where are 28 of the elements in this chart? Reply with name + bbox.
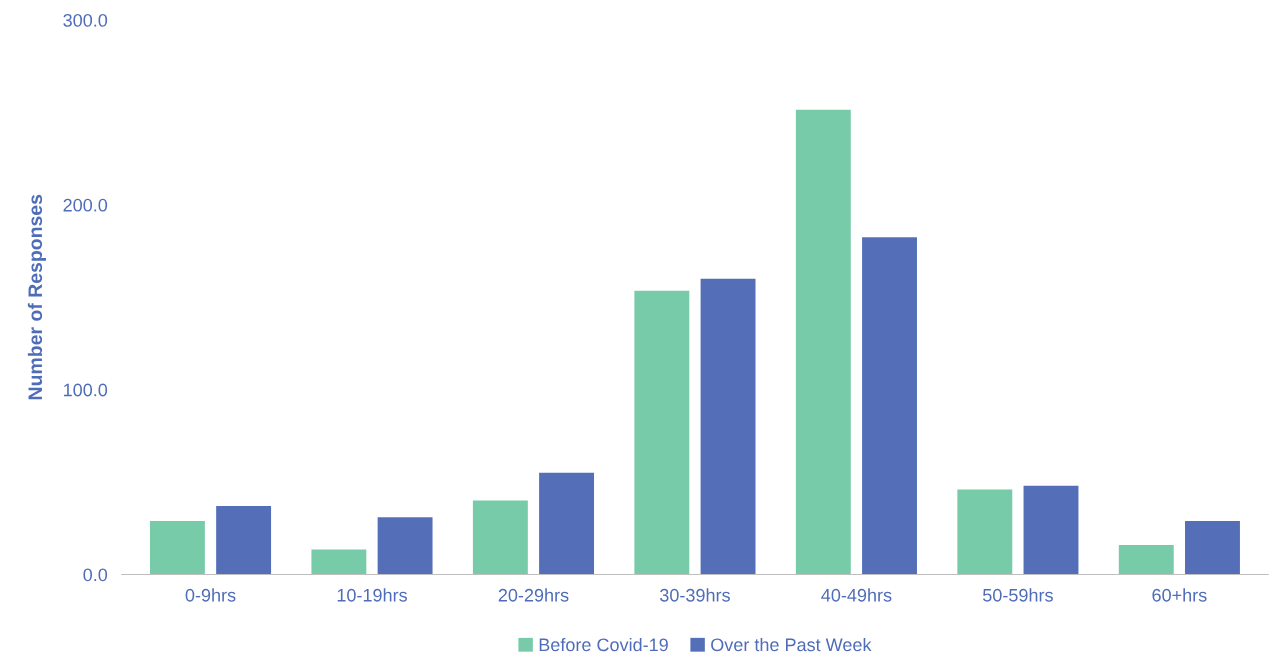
bar [1118, 544, 1174, 575]
bar [311, 549, 367, 575]
x-tick-label: 30-39hrs [660, 588, 730, 602]
bar [1185, 520, 1240, 575]
bar [634, 290, 690, 575]
y-tick-label: 200.0 [63, 198, 108, 212]
bar [862, 237, 917, 575]
x-tick-label: 50-59hrs [982, 588, 1053, 602]
bar [1023, 485, 1079, 575]
legend-label: Before Covid-19 [539, 637, 668, 652]
y-tick-label: 300.0 [63, 13, 108, 27]
bar [216, 506, 272, 575]
x-tick-label: 20-29hrs [498, 588, 569, 602]
bar [539, 472, 595, 575]
bar [700, 278, 756, 575]
bar [377, 517, 433, 575]
y-axis-title: Number of Responses [27, 194, 46, 400]
bar [149, 520, 205, 575]
y-tick-label: 100.0 [64, 383, 108, 397]
x-tick-label: 10-19hrs [337, 588, 407, 602]
bar [795, 109, 851, 575]
bar [472, 500, 528, 575]
bar [957, 489, 1013, 575]
x-tick-label: 60+hrs [1152, 588, 1207, 602]
x-tick-label: 40-49hrs [821, 588, 892, 602]
legend-label: Over the Past Week [711, 637, 872, 652]
y-tick-label: 0.0 [83, 568, 108, 582]
x-tick-label: 0-9hrs [185, 588, 236, 602]
